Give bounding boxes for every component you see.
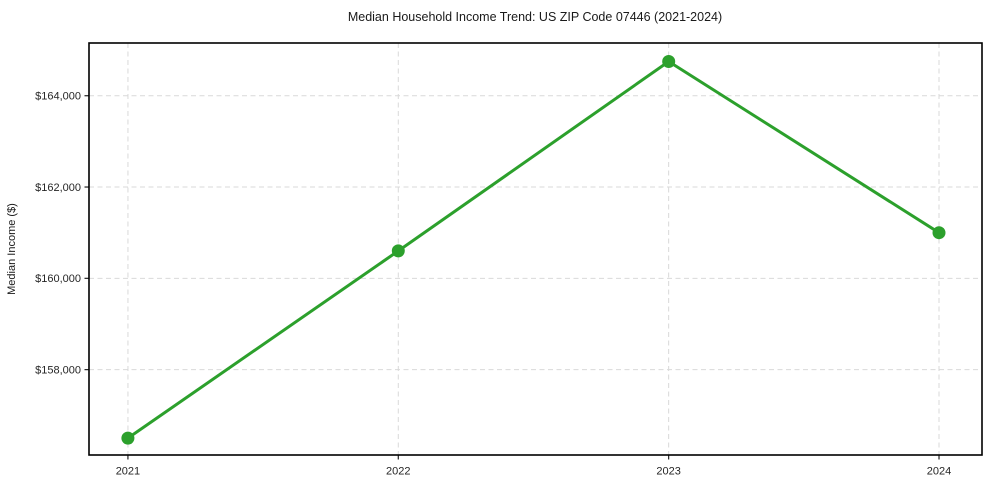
gridlines [89, 43, 982, 455]
x-tick-label: 2024 [927, 466, 951, 478]
y-tick-label: $164,000 [35, 91, 81, 103]
x-tick-label: 2022 [386, 466, 410, 478]
data-point [932, 226, 946, 240]
tick-labels: $158,000 $160,000 $162,000 $164,000 2021 2022… [35, 91, 951, 478]
y-axis-label: Median Income ($) [6, 203, 18, 295]
data-point [121, 431, 135, 445]
y-tick-label: $160,000 [35, 273, 81, 285]
x-tick-label: 2023 [656, 466, 680, 478]
data-point [662, 55, 676, 68]
x-tick-label: 2021 [116, 466, 140, 478]
plot-border [88, 42, 983, 456]
data-point [391, 244, 405, 258]
income-trend-series [121, 55, 946, 445]
trend-line [126, 60, 941, 440]
chart-title: Median Household Income Trend: US ZIP Co… [348, 10, 722, 24]
y-tick-label: $162,000 [35, 182, 81, 194]
y-tick-label: $158,000 [35, 364, 81, 376]
